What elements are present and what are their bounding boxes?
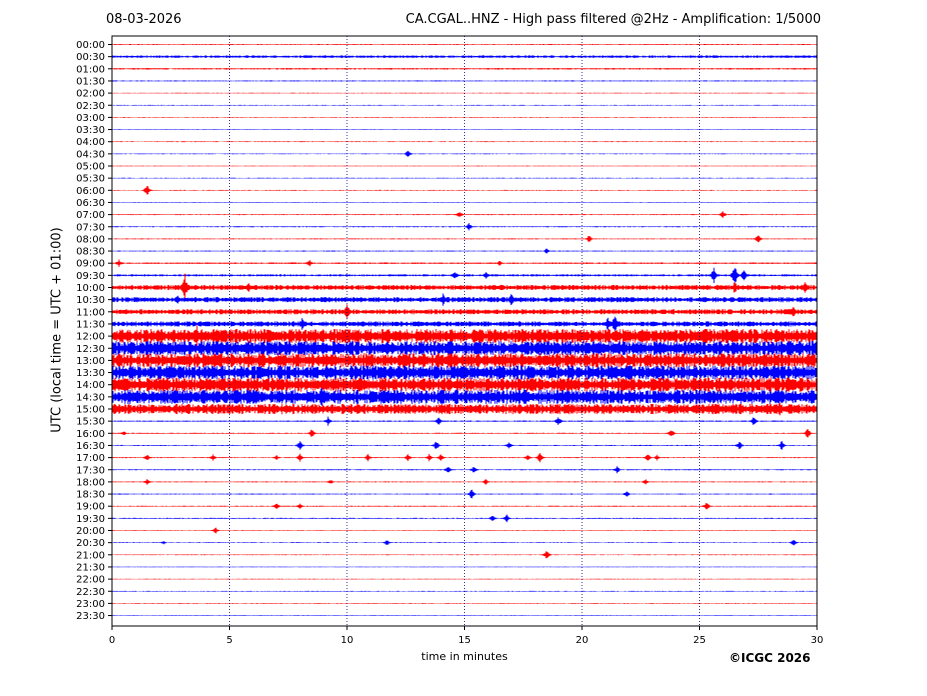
y-tick-label: 22:00 <box>76 575 105 586</box>
trace-row-0730 <box>111 223 818 231</box>
y-tick-label: 13:00 <box>76 356 105 367</box>
x-tick-label: 0 <box>109 635 115 646</box>
y-tick-label: 09:00 <box>76 259 105 270</box>
y-tick-label: 23:30 <box>76 611 105 622</box>
trace-row-0600 <box>111 186 818 195</box>
y-tick-label: 13:30 <box>76 368 105 379</box>
y-tick-label: 18:00 <box>76 477 105 488</box>
x-tick-label: 25 <box>693 635 706 646</box>
x-axis-label: time in minutes <box>421 650 508 663</box>
y-tick-label: 11:30 <box>76 319 105 330</box>
x-tick-label: 10 <box>341 635 354 646</box>
y-tick-label: 20:30 <box>76 538 105 549</box>
trace-row-0930 <box>111 267 818 283</box>
y-tick-label: 21:00 <box>76 550 105 561</box>
y-tick-label: 04:00 <box>76 137 105 148</box>
y-tick-label: 06:00 <box>76 186 105 197</box>
trace-row-1630 <box>111 441 818 450</box>
y-tick-label: 11:00 <box>76 307 105 318</box>
trace-row-0800 <box>111 235 818 243</box>
y-tick-label: 00:00 <box>76 40 105 51</box>
date-label: 08-03-2026 <box>106 12 182 27</box>
y-tick-label: 14:30 <box>76 392 105 403</box>
y-tick-label: 20:00 <box>76 526 105 537</box>
y-tick-label: 14:00 <box>76 380 105 391</box>
y-tick-label: 07:30 <box>76 222 105 233</box>
y-tick-label: 10:30 <box>76 295 105 306</box>
trace-row-1830 <box>111 489 818 499</box>
trace-row-1930 <box>111 514 818 523</box>
y-tick-label: 17:00 <box>76 453 105 464</box>
trace-row-1700 <box>111 453 818 463</box>
y-tick-label: 10:00 <box>76 283 105 294</box>
y-tick-label: 16:00 <box>76 429 105 440</box>
x-tick-label: 20 <box>576 635 589 646</box>
x-tick-label: 5 <box>226 635 232 646</box>
trace-row-1600 <box>111 429 818 438</box>
x-tick-label: 30 <box>811 635 824 646</box>
y-tick-label: 03:00 <box>76 113 105 124</box>
y-tick-label: 01:30 <box>76 76 105 87</box>
trace-row-1730 <box>111 466 818 474</box>
y-tick-label: 15:00 <box>76 405 105 416</box>
y-tick-label: 05:00 <box>76 162 105 173</box>
x-tick-label: 15 <box>458 635 471 646</box>
trace-row-0630 <box>111 202 818 203</box>
copyright-label: ©ICGC 2026 <box>729 651 811 665</box>
y-tick-label: 18:30 <box>76 490 105 501</box>
y-tick-label: 07:00 <box>76 210 105 221</box>
y-tick-label: 09:30 <box>76 271 105 282</box>
y-axis-label: UTC (local time = UTC + 01:00) <box>49 227 65 433</box>
y-tick-label: 19:30 <box>76 514 105 525</box>
y-tick-label: 17:30 <box>76 465 105 476</box>
grid-lines <box>229 36 700 626</box>
y-tick-label: 23:00 <box>76 599 105 610</box>
x-axis: 0 5 10 15 20 25 30 <box>109 626 824 646</box>
trace-row-0900 <box>111 259 818 267</box>
y-tick-label: 19:00 <box>76 502 105 513</box>
y-tick-label: 15:30 <box>76 417 105 428</box>
y-tick-label: 00:30 <box>76 52 105 63</box>
y-tick-label: 08:30 <box>76 247 105 258</box>
y-tick-label: 12:00 <box>76 332 105 343</box>
y-tick-label: 08:00 <box>76 234 105 245</box>
y-tick-label: 02:00 <box>76 89 105 100</box>
y-tick-label: 02:30 <box>76 101 105 112</box>
y-tick-label: 05:30 <box>76 174 105 185</box>
y-tick-label: 12:30 <box>76 344 105 355</box>
y-tick-label: 03:30 <box>76 125 105 136</box>
y-tick-label: 21:30 <box>76 562 105 573</box>
y-tick-label: 01:00 <box>76 64 105 75</box>
trace-row-0000 <box>111 44 818 45</box>
y-tick-label: 04:30 <box>76 149 105 160</box>
chart-title: CA.CGAL..HNZ - High pass filtered @2Hz -… <box>405 12 821 27</box>
y-tick-label: 16:30 <box>76 441 105 452</box>
y-tick-label: 06:30 <box>76 198 105 209</box>
y-tick-label: 22:30 <box>76 587 105 598</box>
